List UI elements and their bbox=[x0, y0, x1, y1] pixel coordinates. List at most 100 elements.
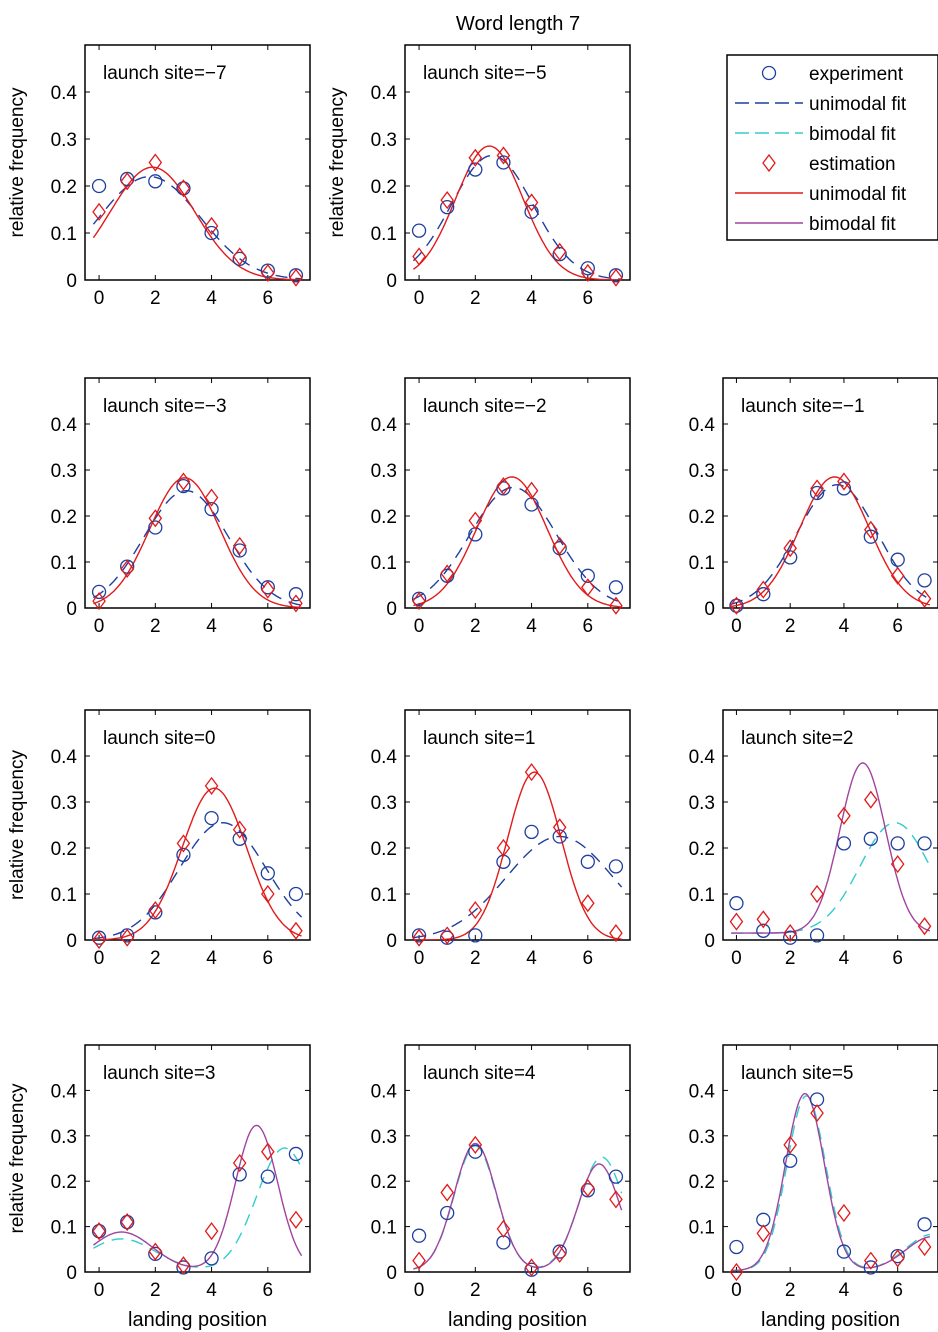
estimation-point bbox=[756, 910, 771, 929]
y-tick-label: 0 bbox=[704, 1263, 715, 1284]
x-tick-label: 2 bbox=[470, 1280, 481, 1301]
panel-2: 0 2 4 6 0 0.1 0.2 0.3 0.4 launch site=−3 bbox=[51, 377, 311, 637]
legend-label: experiment bbox=[809, 64, 904, 85]
x-tick-label: 6 bbox=[583, 288, 594, 309]
axes-frame bbox=[404, 377, 631, 609]
estimation-point bbox=[890, 1249, 905, 1268]
plot-area bbox=[413, 1142, 623, 1270]
estimation-point bbox=[917, 917, 932, 936]
experiment-point bbox=[91, 178, 107, 194]
x-tick-label: 4 bbox=[206, 948, 217, 969]
y-tick-label: 0.2 bbox=[371, 1172, 397, 1193]
y-tick-label: 0.4 bbox=[371, 83, 398, 104]
panel-5: 0 2 4 6 0 0.1 0.2 0.3 0.4 launch site=0 relative f… bbox=[7, 709, 311, 969]
estimation-point bbox=[837, 806, 851, 825]
experiment-point bbox=[580, 568, 595, 583]
estimation-point bbox=[810, 1104, 824, 1123]
y-tick-label: 0.1 bbox=[51, 1218, 77, 1239]
plot-area bbox=[413, 476, 622, 608]
x-axis-label: landing position bbox=[448, 1309, 587, 1331]
experiment-point bbox=[552, 829, 567, 844]
y-tick-label: 0.1 bbox=[689, 553, 715, 574]
y-tick-label: 0.1 bbox=[371, 224, 397, 245]
x-tick-label: 6 bbox=[583, 616, 594, 637]
estimation-point bbox=[261, 1142, 275, 1161]
experiment-point bbox=[288, 1146, 304, 1162]
estimation-point bbox=[120, 1212, 135, 1232]
experiment-point bbox=[204, 225, 219, 241]
experiment-point bbox=[580, 854, 595, 869]
estimation-point bbox=[496, 838, 511, 858]
estimation-point bbox=[232, 1153, 247, 1173]
x-tick-label: 0 bbox=[731, 616, 742, 637]
estimation-fit-line bbox=[731, 1092, 930, 1272]
panel-title: launch site=2 bbox=[741, 728, 854, 749]
panel-1: 0 2 4 6 0 0.1 0.2 0.3 0.4 launch site=−5 relative … bbox=[327, 44, 631, 309]
x-tick-label: 6 bbox=[892, 948, 903, 969]
estimation-point bbox=[289, 921, 303, 940]
experiment-point bbox=[729, 896, 744, 911]
x-tick-label: 4 bbox=[206, 288, 217, 309]
axes-frame bbox=[84, 709, 311, 941]
estimation-point bbox=[783, 539, 798, 558]
x-tick-label: 2 bbox=[785, 1280, 796, 1301]
plot-area bbox=[92, 1124, 303, 1268]
y-axis-label: relative frequency bbox=[7, 750, 28, 900]
y-tick-label: 0.4 bbox=[371, 1081, 398, 1102]
panel-title: launch site=−2 bbox=[423, 396, 547, 417]
estimation-point bbox=[261, 580, 275, 599]
panel-8: 0 2 4 6 0 0.1 0.2 0.3 0.4 launch site=3 relative f… bbox=[7, 1044, 311, 1331]
y-tick-label: 0.2 bbox=[689, 1172, 715, 1193]
experiment-point bbox=[204, 501, 219, 517]
y-tick-label: 0.4 bbox=[689, 1081, 716, 1102]
y-tick-label: 0.1 bbox=[371, 553, 397, 574]
estimation-fit-line bbox=[93, 787, 302, 940]
estimation-fit-line bbox=[731, 762, 931, 934]
experiment-fit-line bbox=[92, 175, 302, 280]
estimation-point bbox=[232, 820, 247, 839]
estimation-point bbox=[440, 926, 455, 945]
experiment-point bbox=[608, 859, 624, 874]
panel-title: launch site=3 bbox=[103, 1063, 216, 1084]
estimation-fit-line bbox=[413, 1142, 623, 1270]
estimation-point bbox=[92, 202, 106, 221]
experiment-point bbox=[176, 478, 191, 494]
estimation-point bbox=[729, 596, 744, 615]
x-tick-label: 0 bbox=[414, 616, 425, 637]
y-axis-label: relative frequency bbox=[7, 1083, 28, 1233]
estimation-point bbox=[864, 790, 878, 809]
legend-label: unimodal fit bbox=[809, 184, 907, 205]
panel-3: 0 2 4 6 0 0.1 0.2 0.3 0.4 launch site=−2 bbox=[371, 377, 631, 637]
axes-frame bbox=[722, 377, 938, 609]
axes-frame bbox=[722, 709, 938, 941]
panel-title: launch site=−7 bbox=[103, 63, 227, 84]
estimation-point bbox=[552, 818, 567, 837]
experiment-point bbox=[468, 1144, 483, 1159]
x-tick-label: 2 bbox=[150, 616, 161, 637]
experiment-fit-line bbox=[412, 154, 622, 280]
estimation-point bbox=[581, 1178, 595, 1198]
experiment-fit-line bbox=[731, 822, 931, 934]
estimation-point bbox=[120, 928, 135, 947]
estimation-point bbox=[120, 559, 135, 578]
x-tick-label: 0 bbox=[414, 288, 425, 309]
y-tick-label: 0.3 bbox=[51, 461, 77, 482]
panel-4: 0 2 4 6 0 0.1 0.2 0.3 0.4 launch site=−1 bbox=[689, 377, 938, 637]
experiment-point bbox=[917, 836, 932, 851]
experiment-point bbox=[809, 485, 825, 501]
estimation-fit-line bbox=[92, 166, 302, 280]
experiment-point bbox=[917, 1217, 932, 1232]
estimation-point bbox=[729, 912, 744, 931]
experiment-point bbox=[232, 543, 247, 558]
plot-area bbox=[731, 1092, 930, 1272]
estimation-point bbox=[756, 580, 771, 599]
y-tick-label: 0.3 bbox=[689, 461, 715, 482]
estimation-point bbox=[176, 1256, 191, 1275]
legend-diamond-marker bbox=[762, 153, 776, 173]
y-tick-label: 0.2 bbox=[51, 177, 77, 198]
experiment-point bbox=[288, 587, 304, 602]
estimation-point bbox=[524, 763, 539, 782]
estimation-point bbox=[609, 1190, 623, 1209]
x-tick-label: 4 bbox=[526, 1280, 537, 1301]
axes-frame bbox=[84, 377, 311, 609]
